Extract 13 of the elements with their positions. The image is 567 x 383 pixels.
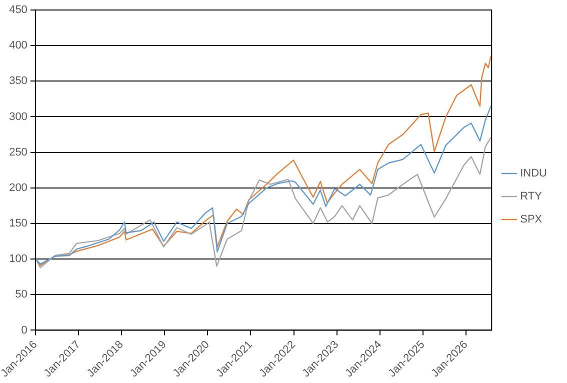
y-tick-label: 150 bbox=[9, 218, 28, 230]
y-tick-label: 300 bbox=[9, 110, 28, 123]
legend-label: INDU bbox=[520, 168, 548, 180]
legend-label: SPX bbox=[520, 214, 543, 226]
y-tick-label: 0 bbox=[21, 324, 28, 336]
y-tick-label: 400 bbox=[9, 40, 28, 52]
y-tick-label: 350 bbox=[9, 75, 28, 88]
y-tick-label: 450 bbox=[9, 4, 28, 16]
y-tick-label: 200 bbox=[9, 182, 28, 194]
legend-label: RTY bbox=[520, 190, 543, 203]
y-tick-label: 100 bbox=[9, 253, 28, 266]
y-tick-label: 50 bbox=[15, 288, 28, 301]
y-tick-label: 250 bbox=[9, 146, 28, 158]
